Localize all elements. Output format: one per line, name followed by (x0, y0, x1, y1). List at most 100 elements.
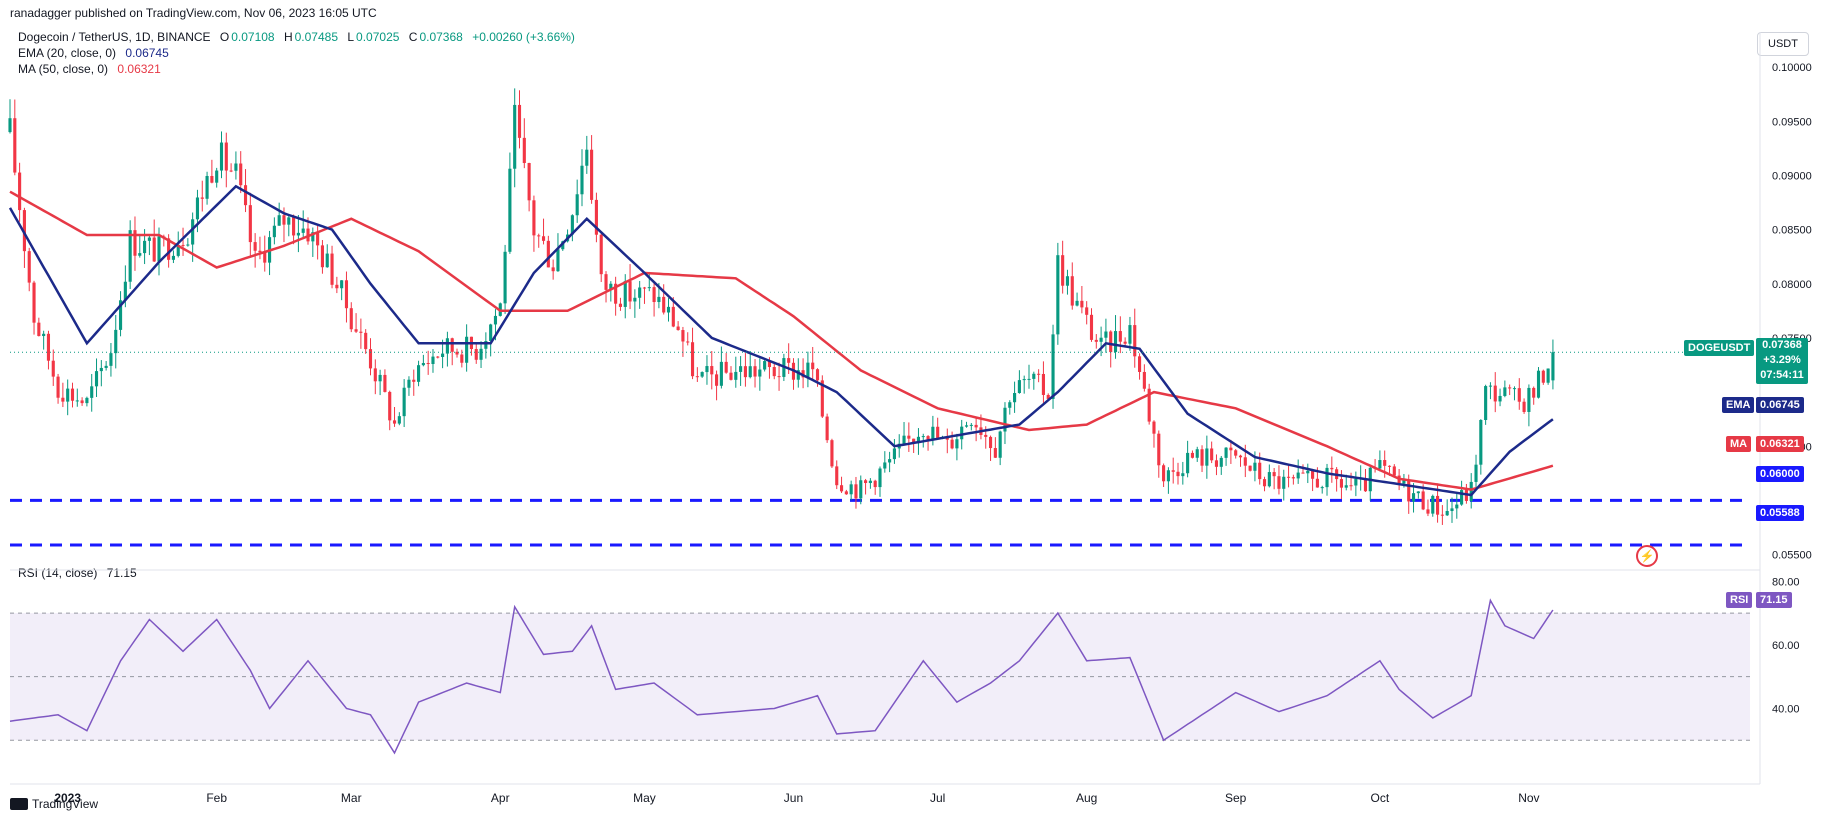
candle-body (70, 388, 75, 401)
candle-body (623, 281, 627, 307)
candle-body (1162, 465, 1166, 482)
candle-body (950, 439, 954, 449)
candle-body (998, 431, 1002, 458)
candle-body (493, 315, 498, 325)
candle-body (686, 341, 690, 343)
candle-body (715, 374, 719, 386)
alert-icon[interactable]: ⚡ (1636, 545, 1658, 567)
candle-body (335, 284, 339, 289)
candle-body (373, 368, 377, 382)
candle-body (412, 379, 416, 382)
candle-body (349, 308, 353, 330)
candle-body (1032, 373, 1036, 379)
candle-body (330, 253, 334, 285)
candle-body (1205, 448, 1209, 466)
candle-body (988, 436, 993, 449)
candle-body (66, 388, 70, 402)
candle-body (1392, 466, 1396, 476)
candle-body (152, 237, 156, 262)
candle-body (1383, 460, 1387, 466)
candle-body (739, 366, 743, 372)
candle-body (1137, 356, 1142, 372)
currency-unit-button[interactable]: USDT (1757, 32, 1809, 56)
candle-body (301, 228, 305, 233)
candle-body (1512, 388, 1517, 390)
candle-body (873, 480, 877, 488)
candle-body (1258, 462, 1262, 480)
candle-body (224, 142, 228, 171)
candle-body (1315, 478, 1319, 488)
x-tick-label: Jun (784, 791, 803, 805)
candle-body (1287, 476, 1291, 478)
candle-body (277, 215, 281, 226)
candle-body (1262, 479, 1267, 487)
candle-body (1195, 449, 1199, 458)
candle-body (186, 244, 190, 246)
y-tick-label: 0.09000 (1772, 170, 1812, 182)
candle-body (527, 163, 531, 201)
candle-body (1075, 300, 1079, 306)
candle-body (320, 245, 324, 268)
candle-body (1210, 448, 1214, 461)
ema-legend-label: EMA (20, close, 0) (18, 46, 117, 60)
candle-body (1344, 485, 1348, 488)
candle-body (1094, 339, 1098, 342)
candle-body (1200, 449, 1204, 466)
candle-body (1517, 388, 1521, 402)
candle-body (1186, 452, 1190, 474)
rsi-line (9, 598, 1554, 755)
footer-brand[interactable]: TradingView (10, 797, 98, 811)
candle-body (1056, 255, 1060, 335)
candle-body (1546, 368, 1550, 383)
x-tick-label: 2023 (54, 791, 81, 805)
ema-legend[interactable]: EMA (20, close, 0) 0.06745 (18, 45, 169, 61)
candle-body (1402, 479, 1406, 484)
candle-body (22, 210, 26, 252)
candle-body (575, 194, 579, 216)
candle-body (200, 197, 204, 199)
candle-body (1277, 476, 1281, 489)
candle-body (253, 242, 257, 251)
candle-body (1133, 325, 1137, 357)
candle-body (1113, 331, 1118, 353)
candle-body (676, 326, 680, 331)
symbol-name: Dogecoin / TetherUS, 1D, BINANCE (18, 30, 211, 44)
ma-legend-label: MA (50, close, 0) (18, 62, 109, 76)
candle-body (763, 361, 767, 370)
candle-body (724, 361, 728, 373)
y-tick-label: 0.08500 (1772, 225, 1812, 237)
candle-body (618, 303, 623, 307)
tradingview-logo-icon (10, 798, 28, 810)
candle-body (292, 217, 296, 236)
candle-body (282, 215, 286, 225)
candle-body (546, 240, 550, 268)
candle-body (13, 118, 17, 173)
candle-body (1445, 511, 1449, 516)
candle-body (484, 341, 488, 349)
candle-body (815, 369, 820, 381)
candle-body (993, 448, 997, 458)
candle-body (599, 234, 603, 275)
candle-body (1536, 370, 1541, 398)
candle-body (820, 380, 824, 417)
candle-body (681, 330, 685, 342)
rsi-tick-label: 60.00 (1772, 640, 1800, 652)
candle-body (556, 249, 560, 272)
candle-body (455, 351, 459, 355)
candle-body (590, 149, 594, 200)
candle-body (700, 372, 704, 377)
candle-body (118, 300, 123, 330)
indicator-lines (8, 184, 1750, 755)
candle-body (1387, 465, 1392, 467)
candle-body (926, 436, 930, 440)
candle-body (75, 400, 79, 402)
ma-price-tag: 0.06321 (1756, 436, 1804, 452)
candle-body (364, 332, 368, 350)
candle-body (984, 434, 988, 437)
ma-legend[interactable]: MA (50, close, 0) 0.06321 (18, 61, 161, 77)
candle-body (864, 480, 868, 484)
candle-countdown: 07:54:11 (1760, 369, 1804, 381)
candle-body (830, 440, 834, 467)
candle-body (705, 366, 709, 373)
